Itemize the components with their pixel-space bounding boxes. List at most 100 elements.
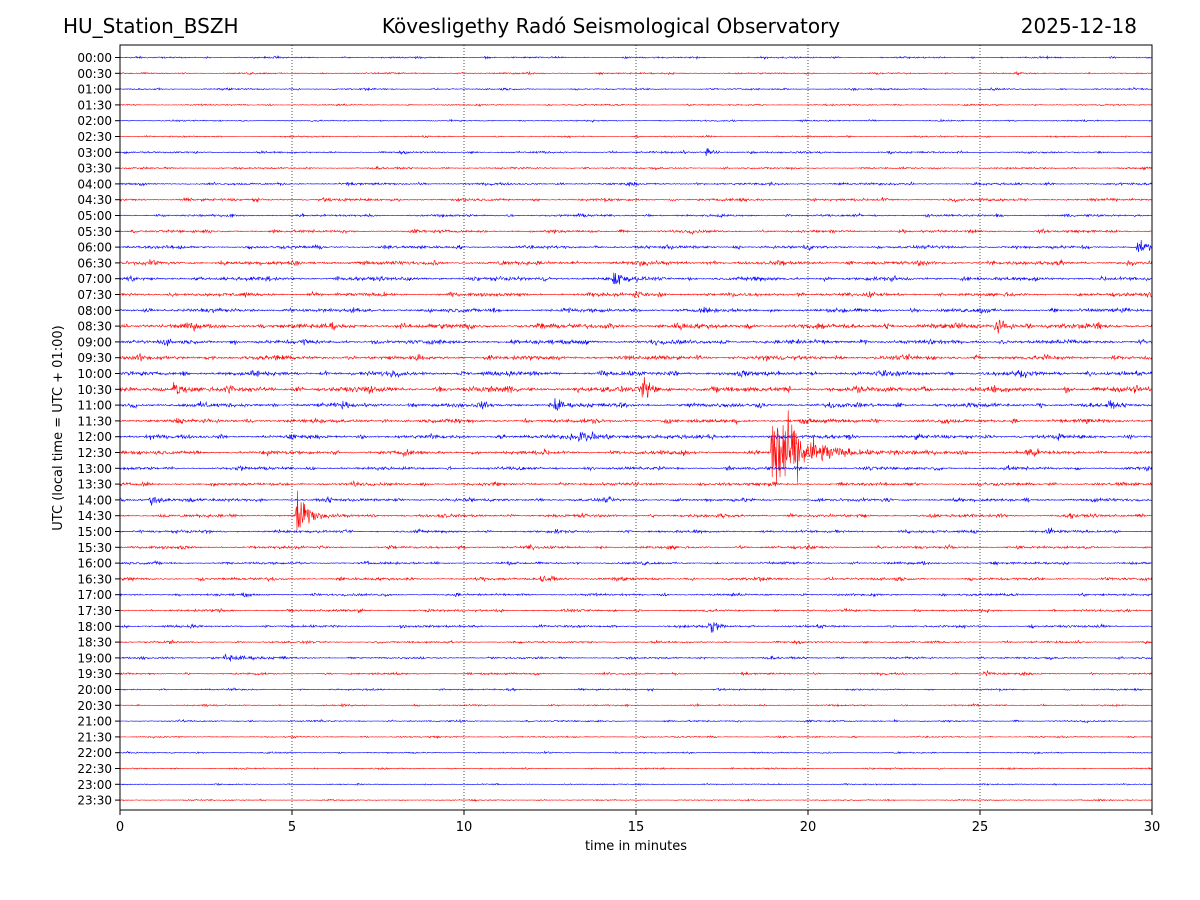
trace-2330 — [119, 797, 1153, 802]
trace-2030 — [119, 702, 1153, 708]
row-label-1600: 16:00 — [77, 557, 112, 571]
y-axis-label: UTC (local time = UTC + 01:00) — [51, 325, 66, 530]
trace-1300 — [119, 464, 1153, 472]
row-label-1700: 17:00 — [77, 588, 112, 602]
x-axis-label: time in minutes — [585, 839, 687, 854]
trace-1800 — [119, 622, 1153, 634]
trace-0800 — [119, 306, 1153, 315]
row-label-2130: 21:30 — [77, 730, 112, 744]
trace-1830 — [119, 639, 1153, 646]
trace-2130 — [119, 735, 1152, 740]
trace-0600 — [119, 239, 1153, 253]
row-label-1430: 14:30 — [77, 509, 112, 523]
trace-1400 — [119, 496, 1153, 506]
trace-0000 — [119, 55, 1153, 60]
chart-title: Kövesligethy Radó Seismological Observat… — [381, 14, 841, 38]
row-label-0630: 06:30 — [77, 256, 112, 270]
x-tick-label-6: 30 — [1144, 820, 1161, 835]
station-label: HU_Station_BSZH — [63, 14, 239, 38]
trace-0530 — [119, 227, 1153, 236]
trace-0330 — [119, 165, 1153, 171]
trace-1600 — [119, 559, 1152, 566]
trace-1500 — [119, 527, 1153, 535]
row-label-1530: 15:30 — [77, 541, 112, 555]
trace-0430 — [119, 196, 1152, 203]
trace-0400 — [119, 181, 1153, 187]
trace-1530 — [119, 543, 1153, 551]
trace-layer — [119, 55, 1153, 802]
row-label-1300: 13:00 — [77, 462, 112, 476]
row-label-2200: 22:00 — [77, 746, 112, 760]
row-label-0030: 00:30 — [77, 67, 112, 81]
row-label-0400: 04:00 — [77, 177, 112, 191]
row-label-0800: 08:00 — [77, 304, 112, 318]
trace-1130 — [119, 417, 1153, 425]
row-label-1330: 13:30 — [77, 478, 112, 492]
row-label-0430: 04:30 — [77, 193, 112, 207]
row-label-0130: 01:30 — [77, 98, 112, 112]
x-tick-label-5: 25 — [972, 820, 989, 835]
row-label-1800: 18:00 — [77, 620, 112, 634]
grid-lines — [291, 45, 981, 810]
trace-1030 — [119, 376, 1153, 398]
trace-1230 — [119, 410, 1153, 484]
row-label-1500: 15:00 — [77, 525, 112, 539]
trace-0900 — [119, 338, 1153, 347]
row-label-0100: 01:00 — [77, 83, 112, 97]
trace-1730 — [119, 607, 1153, 614]
row-label-1400: 14:00 — [77, 493, 112, 507]
row-label-0900: 09:00 — [77, 335, 112, 349]
row-label-0830: 08:30 — [77, 320, 112, 334]
row-label-2230: 22:30 — [77, 762, 112, 776]
row-label-0000: 00:00 — [77, 51, 112, 65]
row-label-2300: 23:00 — [77, 778, 112, 792]
trace-0300 — [119, 148, 1153, 157]
x-tick-label-4: 20 — [800, 820, 817, 835]
trace-1700 — [119, 592, 1153, 598]
row-label-1900: 19:00 — [77, 651, 112, 665]
trace-2100 — [119, 718, 1153, 724]
trace-2200 — [119, 750, 1153, 755]
trace-1630 — [119, 575, 1153, 583]
row-label-1930: 19:30 — [77, 667, 112, 681]
date-label: 2025-12-18 — [1020, 14, 1137, 38]
row-label-0330: 03:30 — [77, 162, 112, 176]
trace-0130 — [119, 103, 1153, 107]
x-tick-label-1: 5 — [288, 820, 296, 835]
row-label-1100: 11:00 — [77, 399, 112, 413]
trace-0030 — [119, 70, 1153, 76]
row-label-0500: 05:00 — [77, 209, 112, 223]
row-label-2100: 21:00 — [77, 715, 112, 729]
row-label-0230: 02:30 — [77, 130, 112, 144]
trace-0100 — [119, 86, 1153, 92]
trace-2230 — [119, 766, 1153, 771]
trace-0630 — [119, 259, 1153, 267]
trace-1430 — [119, 490, 1152, 531]
row-label-2030: 20:30 — [77, 699, 112, 713]
row-label-2000: 20:00 — [77, 683, 112, 697]
row-label-0730: 07:30 — [77, 288, 112, 302]
row-label-0700: 07:00 — [77, 272, 112, 286]
trace-2000 — [119, 687, 1153, 693]
row-label-0600: 06:00 — [77, 241, 112, 255]
row-label-0200: 02:00 — [77, 114, 112, 128]
row-label-0530: 05:30 — [77, 225, 112, 239]
row-label-1730: 17:30 — [77, 604, 112, 618]
row-label-1130: 11:30 — [77, 414, 112, 428]
trace-0200 — [120, 118, 1153, 123]
row-label-0930: 09:30 — [77, 351, 112, 365]
trace-1330 — [119, 479, 1153, 488]
row-label-1000: 10:00 — [77, 367, 112, 381]
x-tick-label-0: 0 — [116, 820, 124, 835]
x-tick-label-3: 15 — [628, 820, 645, 835]
row-label-2330: 23:30 — [77, 794, 112, 808]
row-label-1230: 12:30 — [77, 446, 112, 460]
row-label-1030: 10:30 — [77, 383, 112, 397]
row-label-1200: 12:00 — [77, 430, 112, 444]
row-label-1630: 16:30 — [77, 572, 112, 586]
x-tick-labels: 0 5 10 15 20 25 30 — [116, 810, 1160, 835]
trace-1100 — [119, 398, 1153, 411]
x-tick-label-2: 10 — [456, 820, 473, 835]
